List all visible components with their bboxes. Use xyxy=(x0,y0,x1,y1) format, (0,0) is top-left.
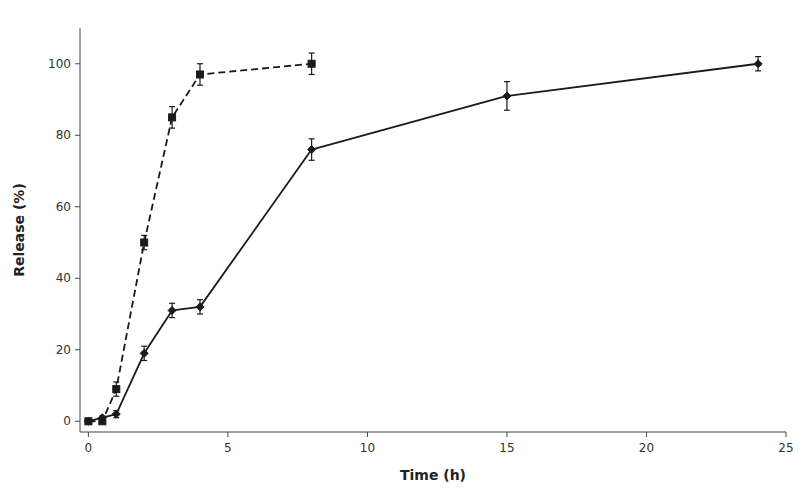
data-point xyxy=(503,92,511,100)
data-point xyxy=(308,146,316,154)
error-bar-cap xyxy=(197,313,203,314)
y-tick-label: 0 xyxy=(63,414,71,428)
y-tick xyxy=(75,278,80,279)
y-tick-label: 80 xyxy=(56,128,71,142)
x-tick-label: 25 xyxy=(778,441,793,455)
data-point xyxy=(169,114,176,121)
error-bar xyxy=(113,382,119,396)
chart: 0 5 10 15 20 25 0 20 40 60 80 100 Time (h) Release (%… xyxy=(0,0,810,498)
data-point xyxy=(168,306,176,314)
error-bar-cap xyxy=(309,74,315,75)
error-bar-cap xyxy=(169,106,175,107)
y-tick-label: 100 xyxy=(48,57,71,71)
axes: 0 5 10 15 20 25 0 20 40 60 80 100 xyxy=(48,28,794,455)
error-bar xyxy=(169,107,175,128)
x-tick-label: 20 xyxy=(639,441,654,455)
data-point xyxy=(141,239,148,246)
error-bar-cap xyxy=(309,138,315,139)
error-bar-cap xyxy=(504,81,510,82)
x-tick xyxy=(227,432,228,437)
error-bar xyxy=(504,82,510,111)
error-bar xyxy=(169,303,175,317)
error-bar-cap xyxy=(113,381,119,382)
error-bar-cap xyxy=(197,63,203,64)
data-point xyxy=(196,303,204,311)
y-tick xyxy=(75,135,80,136)
error-bar-cap xyxy=(309,52,315,53)
error-bar-cap xyxy=(169,303,175,304)
error-bar-cap xyxy=(504,110,510,111)
error-bar-cap xyxy=(755,56,761,57)
error-bar-cap xyxy=(197,85,203,86)
y-tick-label: 20 xyxy=(56,343,71,357)
error-bar-cap xyxy=(197,299,203,300)
error-bar-cap xyxy=(309,160,315,161)
data-point xyxy=(196,71,203,78)
x-tick xyxy=(88,432,89,437)
error-bar-cap xyxy=(113,396,119,397)
x-tick xyxy=(646,432,647,437)
series-line xyxy=(88,64,758,422)
x-tick-label: 5 xyxy=(224,441,232,455)
x-tick-label: 0 xyxy=(85,441,93,455)
plot-data xyxy=(84,53,762,425)
error-bar-cap xyxy=(141,249,147,250)
data-point xyxy=(85,418,92,425)
error-bar xyxy=(197,300,203,314)
error-bar xyxy=(141,346,147,360)
y-tick-label: 60 xyxy=(56,200,71,214)
y-tick xyxy=(75,63,80,64)
error-bar xyxy=(309,139,315,160)
y-tick-label: 40 xyxy=(56,271,71,285)
data-point xyxy=(99,418,106,425)
x-tick xyxy=(506,432,507,437)
series xyxy=(84,57,762,426)
y-tick xyxy=(75,421,80,422)
data-point xyxy=(754,60,762,68)
error-bar-cap xyxy=(141,235,147,236)
y-tick xyxy=(75,206,80,207)
x-tick-label: 10 xyxy=(360,441,375,455)
error-bar xyxy=(309,53,315,74)
y-tick xyxy=(75,349,80,350)
data-point xyxy=(113,386,120,393)
y-axis-line xyxy=(80,28,81,432)
error-bar xyxy=(141,235,147,249)
error-bar xyxy=(755,57,761,71)
series-line xyxy=(88,64,311,422)
error-bar-cap xyxy=(141,346,147,347)
series xyxy=(85,53,315,425)
x-tick xyxy=(367,432,368,437)
data-point xyxy=(308,60,315,67)
error-bar-cap xyxy=(169,317,175,318)
x-tick-label: 15 xyxy=(499,441,514,455)
error-bar-cap xyxy=(169,128,175,129)
data-point xyxy=(112,410,120,418)
data-point xyxy=(84,417,92,425)
x-axis-label: Time (h) xyxy=(400,467,466,483)
error-bar-cap xyxy=(141,360,147,361)
error-bar xyxy=(197,64,203,85)
x-axis-line xyxy=(80,432,786,433)
chart-container: 0 5 10 15 20 25 0 20 40 60 80 100 Time (h) Release (%… xyxy=(0,0,810,498)
error-bar-cap xyxy=(755,70,761,71)
error-bar xyxy=(113,411,119,418)
y-axis-label: Release (%) xyxy=(11,183,27,277)
x-tick xyxy=(786,432,787,437)
data-point xyxy=(140,349,148,357)
